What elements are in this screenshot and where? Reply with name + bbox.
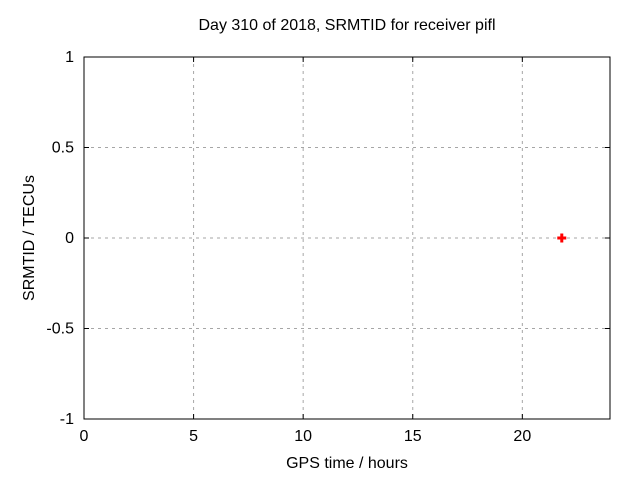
x-tick-label: 15 [404, 428, 422, 445]
chart-title: Day 310 of 2018, SRMTID for receiver pif… [198, 17, 496, 34]
y-tick-label: -1 [60, 411, 74, 428]
x-tick-label: 10 [294, 428, 312, 445]
x-axis-label: GPS time / hours [286, 455, 408, 472]
y-tick-label: 1 [65, 49, 74, 66]
x-tick-label: 20 [513, 428, 531, 445]
y-axis-label: SRMTID / TECUs [21, 175, 38, 301]
y-tick-label: -0.5 [46, 321, 74, 338]
y-tick-label: 0.5 [52, 140, 74, 157]
y-tick-label: 0 [65, 230, 74, 247]
x-tick-label: 0 [80, 428, 89, 445]
x-tick-label: 5 [189, 428, 198, 445]
